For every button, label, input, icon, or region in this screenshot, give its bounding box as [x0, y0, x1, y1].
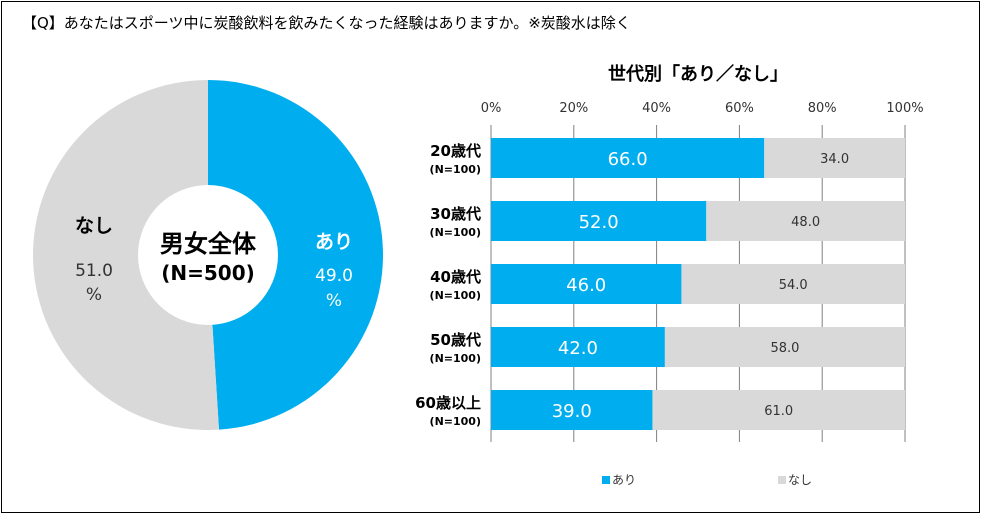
pie-center-subtitle: (N=500)	[161, 261, 255, 285]
pie-label-yes: あり	[315, 231, 353, 253]
category-n-label: (N=100)	[430, 226, 481, 239]
bar-segment-no	[681, 264, 905, 304]
x-tick-label: 40%	[642, 101, 671, 116]
donut-hole	[138, 185, 278, 325]
category-n-label: (N=100)	[430, 163, 481, 176]
legend-label: なし	[788, 473, 812, 487]
bar-value-label: 42.0	[558, 338, 598, 359]
category-n-label: (N=100)	[430, 415, 481, 428]
bar-value-label: 66.0	[608, 149, 648, 170]
bar-segment-yes	[491, 138, 765, 178]
category-n-label: (N=100)	[430, 289, 481, 302]
x-tick-label: 60%	[725, 101, 754, 116]
bar-value-label: 34.0	[820, 152, 849, 167]
bar-value-label: 39.0	[552, 401, 592, 422]
bar-value-label: 52.0	[579, 212, 619, 233]
bar-value-label: 58.0	[770, 341, 799, 356]
category-label: 30歳代	[430, 205, 481, 223]
pie-slice-yes	[208, 80, 383, 430]
bar-segment-yes	[491, 201, 707, 241]
legend-swatch-yes	[602, 476, 610, 484]
bar-segment-no	[764, 138, 905, 178]
bar-value-label: 61.0	[764, 404, 793, 419]
bar-value-label: 54.0	[779, 278, 808, 293]
pie-value-no: 51.0	[75, 261, 113, 281]
pie-unit-no: %	[86, 285, 102, 305]
bar-chart-title: 世代別「あり／なし」	[608, 63, 788, 85]
bar-segment-no	[652, 390, 905, 430]
category-n-label: (N=100)	[430, 352, 481, 365]
pie-center-title: 男女全体	[160, 230, 257, 258]
category-label: 20歳代	[430, 142, 481, 160]
pie-unit-yes: %	[326, 291, 342, 311]
category-label: 50歳代	[430, 331, 481, 349]
x-tick-label: 0%	[481, 101, 502, 116]
pie-value-yes: 49.0	[315, 266, 353, 286]
legend-label: あり	[612, 473, 636, 487]
bar-segment-no	[664, 327, 905, 367]
bar-value-label: 48.0	[791, 215, 820, 230]
bar-segment-yes	[491, 264, 682, 304]
pie-slice-no	[32, 80, 219, 431]
bar-segment-yes	[491, 390, 653, 430]
pie-label-no: なし	[75, 215, 113, 237]
legend-swatch-no	[778, 476, 786, 484]
x-tick-label: 80%	[808, 101, 837, 116]
category-label: 60歳以上	[415, 394, 481, 412]
question-text: 【Q】あなたはスポーツ中に炭酸飲料を飲みたくなった経験はありますか。※炭酸水は除…	[22, 14, 631, 32]
category-label: 40歳代	[430, 268, 481, 286]
bar-segment-yes	[491, 327, 665, 367]
bar-value-label: 46.0	[566, 275, 606, 296]
bar-segment-no	[706, 201, 905, 241]
x-tick-label: 100%	[886, 101, 923, 116]
x-tick-label: 20%	[559, 101, 588, 116]
